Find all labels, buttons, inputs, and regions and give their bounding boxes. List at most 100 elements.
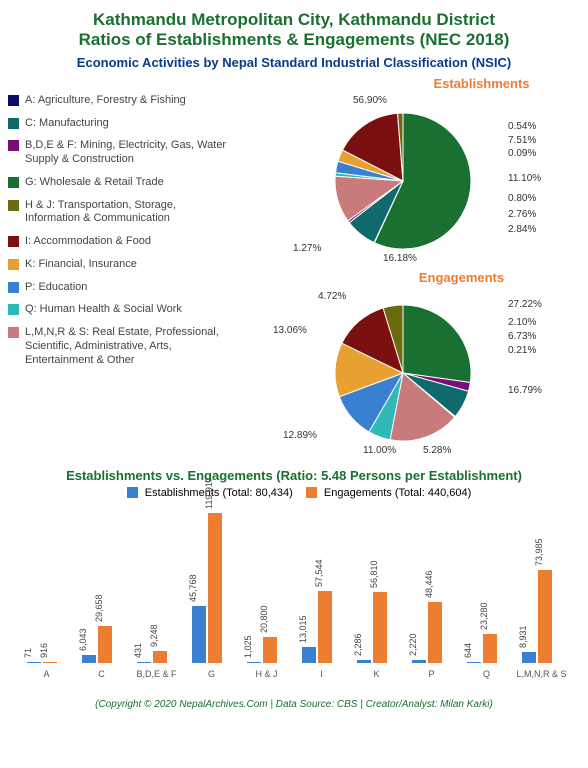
pie-slice-label: 2.84% <box>508 224 536 235</box>
legend-label: Q: Human Health & Social Work <box>25 303 182 317</box>
legend-item: P: Education <box>8 281 233 295</box>
bar-est <box>137 662 151 663</box>
bar-value-eng: 119,917 <box>204 477 214 509</box>
bar-eng <box>43 662 57 663</box>
legend-item: A: Agriculture, Forestry & Fishing <box>8 94 233 108</box>
bar-value-eng: 29,658 <box>94 594 104 622</box>
pie2-title: Engagements <box>343 270 580 285</box>
bar-est <box>302 647 316 663</box>
legend-swatch <box>8 304 19 315</box>
main-title: Kathmandu Metropolitan City, Kathmandu D… <box>8 10 580 51</box>
bar-category-label: P <box>404 669 459 679</box>
bar-eng <box>538 570 552 663</box>
pie-slice-label: 2.10% <box>508 317 536 328</box>
bar-category-label: L,M,N,R & S <box>514 669 569 679</box>
bar-value-eng: 73,985 <box>534 539 544 567</box>
bar-eng <box>153 651 167 663</box>
pie1-title: Establishments <box>383 76 580 91</box>
category-legend: A: Agriculture, Forestry & Fishing C: Man… <box>8 76 233 460</box>
bar-category-label: K <box>349 669 404 679</box>
bar-eng <box>208 513 222 663</box>
bar-value-est: 1,025 <box>243 635 253 658</box>
bar-est <box>412 660 426 663</box>
bar-value-est: 8,931 <box>518 625 528 648</box>
bar-category-label: G <box>184 669 239 679</box>
bar-eng <box>318 591 332 663</box>
bar-eng <box>263 637 277 663</box>
bar-eng <box>98 626 112 663</box>
pie-slice-label: 7.51% <box>508 135 536 146</box>
legend-swatch <box>8 118 19 129</box>
bar-value-eng: 9,248 <box>149 625 159 648</box>
pie-column: Establishments 56.90%0.54%7.51%0.09%11.1… <box>233 76 580 460</box>
pie-slice-label: 27.22% <box>508 299 542 310</box>
bar-eng <box>428 602 442 663</box>
bar-value-est: 2,286 <box>353 633 363 656</box>
pie-slice-label: 12.89% <box>283 430 317 441</box>
bar-legend-swatch-eng <box>306 487 317 498</box>
bar-value-est: 431 <box>133 643 143 658</box>
bar-legend-label-est: Establishments (Total: 80,434) <box>145 487 293 499</box>
legend-item: L,M,N,R & S: Real Estate, Professional, … <box>8 326 233 367</box>
bar-value-eng: 48,446 <box>424 571 434 599</box>
credit-line: (Copyright © 2020 NepalArchives.Com | Da… <box>8 695 580 714</box>
title-line1: Kathmandu Metropolitan City, Kathmandu D… <box>93 10 495 29</box>
bar-value-est: 71 <box>23 648 33 658</box>
bar-est <box>27 662 41 663</box>
legend-label: H & J: Transportation, Storage, Informat… <box>25 199 233 227</box>
legend-item: I: Accommodation & Food <box>8 235 233 249</box>
pie-slice-label: 0.54% <box>508 121 536 132</box>
pie-slice-label: 0.21% <box>508 345 536 356</box>
bar-eng <box>373 592 387 663</box>
bar-est <box>522 652 536 663</box>
legend-label: A: Agriculture, Forestry & Fishing <box>25 94 186 108</box>
pie-establishments: 56.90%0.54%7.51%0.09%11.10%0.80%2.76%2.8… <box>233 93 573 268</box>
bar-est <box>82 655 96 663</box>
pie-slice-label: 0.80% <box>508 193 536 204</box>
pie-slice-label: 13.06% <box>273 325 307 336</box>
legend-label: C: Manufacturing <box>25 117 109 131</box>
bar-category-label: A <box>19 669 74 679</box>
bar-value-est: 2,220 <box>408 633 418 656</box>
bar-value-est: 6,043 <box>78 629 88 652</box>
pie-slice-label: 11.10% <box>508 173 541 184</box>
legend-item: K: Financial, Insurance <box>8 258 233 272</box>
legend-swatch <box>8 236 19 247</box>
bar-legend-swatch-est <box>127 487 138 498</box>
legend-item: Q: Human Health & Social Work <box>8 303 233 317</box>
bar-eng <box>483 634 497 663</box>
legend-item: B,D,E & F: Mining, Electricity, Gas, Wat… <box>8 139 233 167</box>
bar-value-est: 644 <box>463 643 473 658</box>
bar-category-label: C <box>74 669 129 679</box>
legend-label: G: Wholesale & Retail Trade <box>25 176 164 190</box>
bar-value-est: 45,768 <box>188 574 198 602</box>
pie-slice-label: 2.76% <box>508 209 536 220</box>
legend-swatch <box>8 95 19 106</box>
pie-slice-label: 5.28% <box>423 445 451 456</box>
pie-slice-label: 16.79% <box>508 385 542 396</box>
subtitle: Economic Activities by Nepal Standard In… <box>8 55 580 70</box>
bar-chart: 71916A6,04329,658C4319,248B,D,E & F45,76… <box>9 507 579 685</box>
pie-slice-label: 6.73% <box>508 331 536 342</box>
chart-container: Kathmandu Metropolitan City, Kathmandu D… <box>0 0 588 724</box>
bar-value-eng: 56,810 <box>369 560 379 588</box>
bar-area: 71916A6,04329,658C4319,248B,D,E & F45,76… <box>19 507 569 663</box>
legend-swatch <box>8 282 19 293</box>
title-line2: Ratios of Establishments & Engagements (… <box>79 30 510 49</box>
legend-swatch <box>8 259 19 270</box>
legend-label: B,D,E & F: Mining, Electricity, Gas, Wat… <box>25 139 233 167</box>
pie-slice-label: 1.27% <box>293 243 321 254</box>
bar-value-est: 13,015 <box>298 615 308 643</box>
legend-item: H & J: Transportation, Storage, Informat… <box>8 199 233 227</box>
legend-swatch <box>8 140 19 151</box>
pie-slice-label: 11.00% <box>363 445 396 456</box>
bar-est <box>247 662 261 663</box>
bar-value-eng: 20,800 <box>259 605 269 633</box>
pie-slice-label: 16.18% <box>383 253 417 264</box>
pie-slice-label: 0.09% <box>508 148 536 159</box>
bar-title: Establishments vs. Engagements (Ratio: 5… <box>8 468 580 483</box>
legend-label: K: Financial, Insurance <box>25 258 137 272</box>
legend-label: L,M,N,R & S: Real Estate, Professional, … <box>25 326 233 367</box>
pie-engagements: 27.22% 2.10% 6.73% 0.21% 16.79% 5.28% 11.00% 12… <box>233 285 573 460</box>
bar-est <box>192 606 206 663</box>
